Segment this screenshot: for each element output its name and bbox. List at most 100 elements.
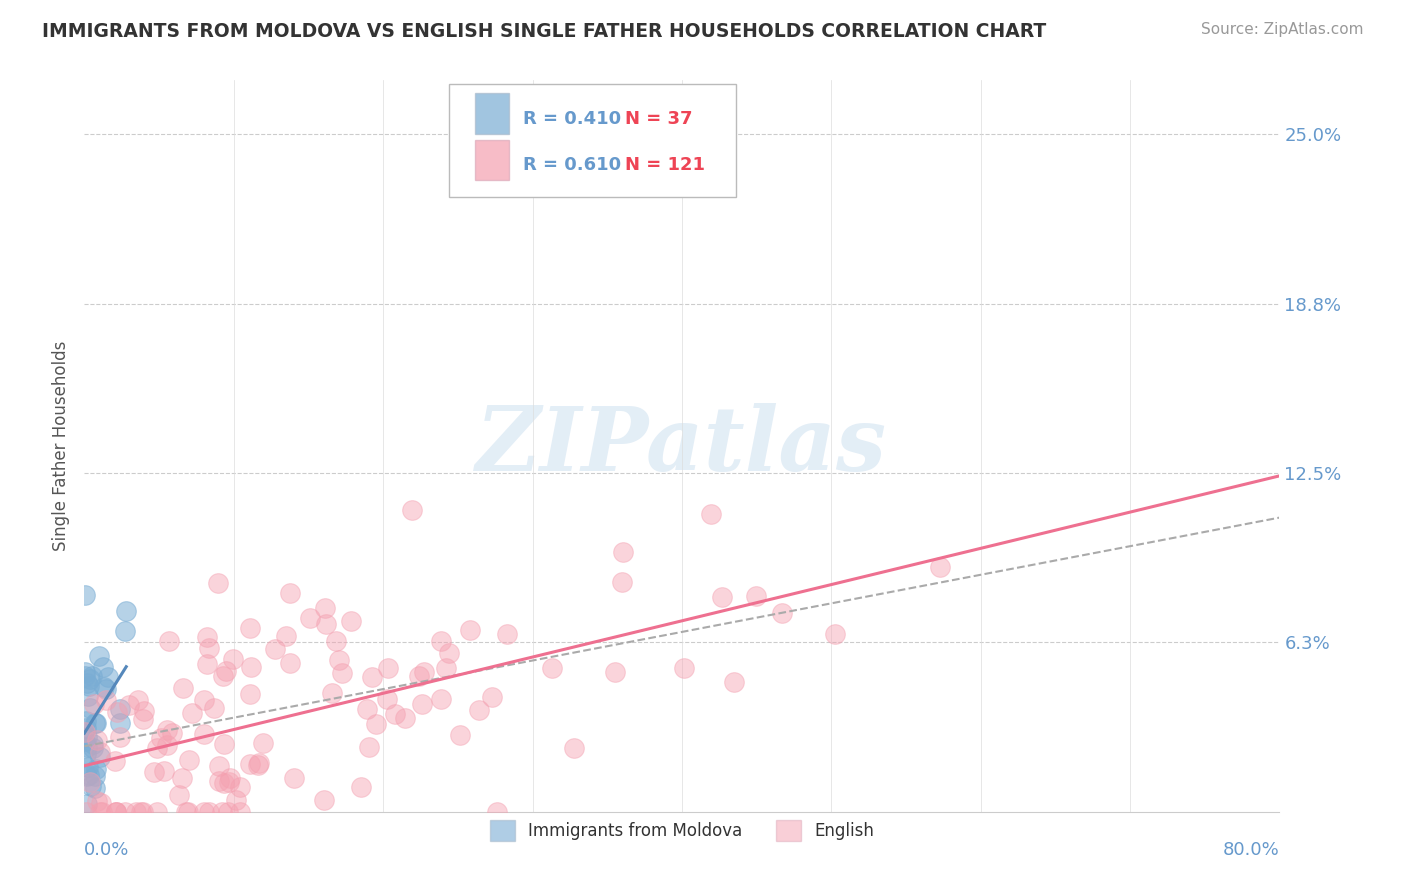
Point bbox=[79, 701, 101, 715]
FancyBboxPatch shape bbox=[449, 84, 735, 197]
Point bbox=[246, 758, 269, 772]
Point bbox=[239, 756, 262, 771]
Point bbox=[283, 771, 305, 785]
Point bbox=[315, 616, 337, 631]
Point bbox=[377, 661, 399, 675]
Point bbox=[177, 805, 200, 819]
Point bbox=[77, 768, 100, 782]
Point bbox=[76, 769, 98, 783]
Point bbox=[105, 705, 128, 719]
Y-axis label: Single Father Households: Single Father Households bbox=[52, 341, 70, 551]
Point bbox=[79, 672, 101, 686]
Point bbox=[77, 689, 100, 703]
Point bbox=[104, 755, 127, 769]
Point bbox=[328, 653, 350, 667]
Point bbox=[89, 750, 111, 764]
Point bbox=[87, 648, 110, 663]
Point bbox=[605, 665, 627, 679]
Point bbox=[76, 730, 98, 744]
Point bbox=[89, 805, 111, 819]
Point bbox=[91, 805, 114, 819]
Point bbox=[114, 805, 136, 819]
Point bbox=[278, 586, 301, 600]
Point bbox=[73, 588, 96, 602]
Point bbox=[114, 624, 136, 639]
Point bbox=[84, 769, 107, 783]
Point bbox=[153, 764, 176, 778]
Point bbox=[94, 692, 117, 706]
Point bbox=[177, 753, 200, 767]
Point bbox=[361, 670, 384, 684]
Point bbox=[167, 789, 190, 803]
Point bbox=[76, 676, 98, 690]
Point bbox=[208, 773, 231, 788]
Point bbox=[239, 660, 262, 674]
Point bbox=[496, 627, 519, 641]
Point bbox=[157, 633, 180, 648]
Point bbox=[217, 805, 239, 819]
Point bbox=[129, 805, 152, 819]
Point bbox=[82, 737, 104, 751]
Point bbox=[540, 661, 562, 675]
Point bbox=[278, 656, 301, 670]
Point bbox=[375, 692, 398, 706]
Point bbox=[356, 702, 378, 716]
Text: N = 37: N = 37 bbox=[624, 110, 692, 128]
Point bbox=[212, 776, 235, 790]
Point bbox=[222, 652, 245, 666]
Point bbox=[247, 756, 270, 771]
Point bbox=[77, 760, 100, 774]
Point bbox=[314, 793, 336, 807]
Point bbox=[76, 740, 98, 755]
Point bbox=[212, 737, 235, 751]
Point bbox=[156, 723, 179, 738]
Point bbox=[366, 717, 388, 731]
Point bbox=[430, 692, 453, 706]
Bar bbox=[475, 94, 509, 134]
Point bbox=[86, 732, 108, 747]
Point bbox=[77, 680, 100, 694]
Point bbox=[125, 805, 148, 819]
Point bbox=[143, 765, 166, 780]
Point bbox=[723, 675, 745, 690]
Point bbox=[195, 657, 218, 671]
Point bbox=[439, 646, 461, 660]
Point bbox=[770, 606, 793, 620]
Point bbox=[127, 693, 149, 707]
Point bbox=[172, 681, 194, 695]
Point bbox=[610, 574, 633, 589]
Text: Source: ZipAtlas.com: Source: ZipAtlas.com bbox=[1201, 22, 1364, 37]
Point bbox=[84, 715, 107, 730]
Point bbox=[673, 661, 696, 675]
Point bbox=[73, 725, 96, 739]
Point bbox=[132, 805, 155, 819]
Point bbox=[208, 759, 231, 773]
Point bbox=[75, 805, 97, 819]
Point bbox=[170, 771, 193, 785]
Point bbox=[180, 706, 202, 720]
Point bbox=[824, 626, 846, 640]
Point bbox=[91, 660, 114, 674]
Point bbox=[468, 702, 491, 716]
Point bbox=[193, 692, 215, 706]
Point bbox=[80, 780, 103, 794]
Point bbox=[211, 805, 233, 819]
Point bbox=[225, 793, 247, 807]
Point bbox=[79, 775, 101, 789]
Point bbox=[481, 690, 503, 704]
Point bbox=[193, 727, 215, 741]
Point bbox=[134, 704, 156, 718]
Point bbox=[97, 670, 120, 684]
Point bbox=[486, 805, 509, 819]
Point bbox=[384, 706, 406, 721]
Point bbox=[75, 714, 97, 729]
Point bbox=[156, 738, 179, 752]
Point bbox=[75, 733, 97, 747]
Text: R = 0.610: R = 0.610 bbox=[523, 156, 621, 174]
Point bbox=[412, 665, 434, 680]
Point bbox=[612, 545, 634, 559]
Text: ZIPatlas: ZIPatlas bbox=[477, 403, 887, 489]
Point bbox=[215, 664, 238, 678]
Point bbox=[562, 740, 585, 755]
Point bbox=[350, 780, 373, 795]
